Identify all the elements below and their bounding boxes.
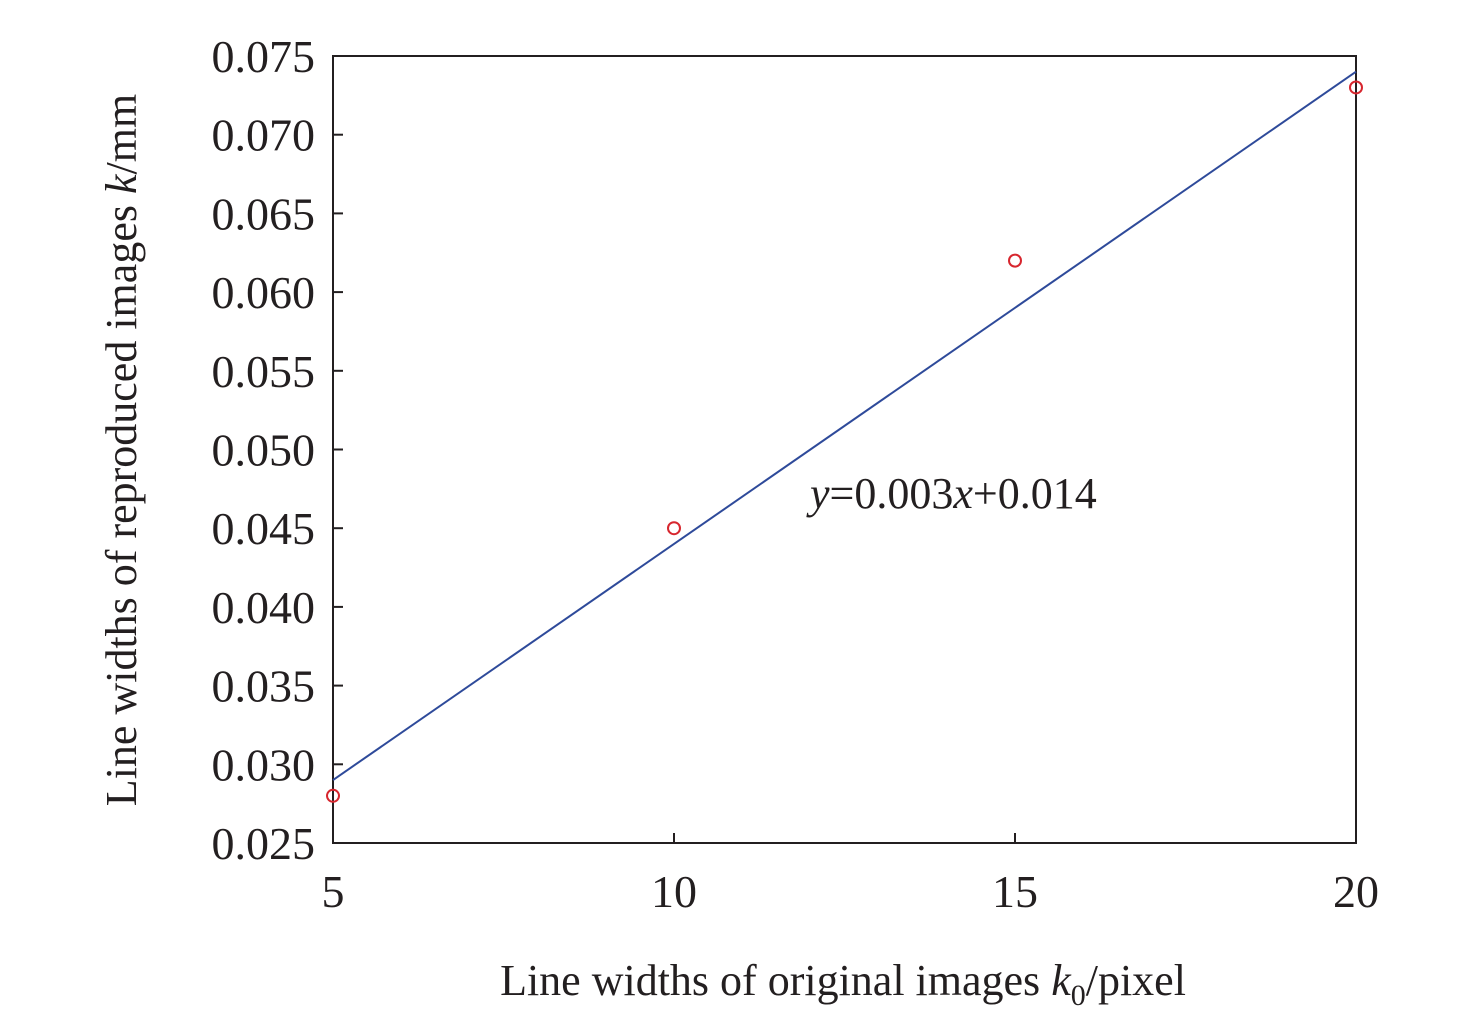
x-axis-label: Line widths of original images k0/pixel (500, 956, 1186, 1012)
x-label-sub: 0 (1071, 979, 1086, 1012)
y-tick-label: 0.055 (212, 346, 316, 397)
data-point (667, 521, 681, 536)
data-point (1349, 80, 1363, 95)
eq-const: +0.014 (973, 469, 1097, 518)
x-tick-label: 20 (1333, 866, 1379, 917)
data-point (326, 788, 340, 803)
eq-y: y (806, 469, 830, 518)
y-label-unit: /mm (97, 94, 146, 175)
x-label-var: k (1051, 956, 1072, 1005)
x-tick-label: 10 (651, 866, 697, 917)
fit-line (332, 70, 1357, 781)
x-label-unit: /pixel (1086, 956, 1186, 1005)
x-tick-label: 5 (322, 866, 345, 917)
y-tick-label: 0.065 (212, 188, 316, 239)
y-tick-label: 0.035 (212, 661, 316, 712)
y-tick-label: 0.030 (212, 739, 316, 790)
y-axis-label: Line widths of reproduced images k/mm (97, 94, 146, 806)
y-tick-label: 0.060 (212, 267, 316, 318)
y-label-var: k (97, 173, 146, 194)
x-tick-label: 15 (992, 866, 1038, 917)
y-label-text: Line widths of reproduced images (97, 194, 146, 806)
y-tick-label: 0.070 (212, 110, 316, 161)
data-point (1008, 253, 1022, 268)
fit-equation: y=0.003x+0.014 (806, 469, 1097, 518)
x-label-text: Line widths of original images (500, 956, 1051, 1005)
eq-x: x (952, 469, 973, 518)
y-tick-label: 0.075 (212, 31, 316, 82)
eq-coef: =0.003 (830, 469, 954, 518)
y-tick-label: 0.045 (212, 503, 316, 554)
y-tick-label: 0.040 (212, 582, 316, 633)
y-tick-label: 0.025 (212, 818, 316, 869)
plot-frame (332, 55, 1357, 844)
y-tick-label: 0.050 (212, 425, 316, 476)
